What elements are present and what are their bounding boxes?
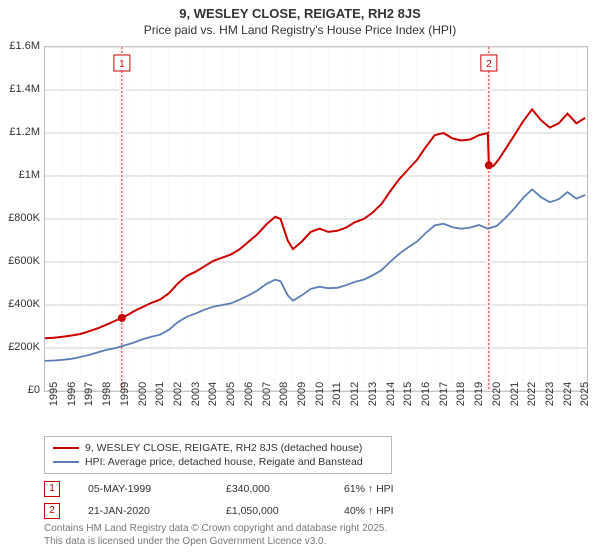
chart-title: 9, WESLEY CLOSE, REIGATE, RH2 8JS (0, 0, 600, 21)
x-tick-label: 2007 (261, 382, 273, 406)
y-tick-label: £800K (8, 212, 40, 224)
x-tick-label: 2010 (314, 382, 326, 406)
y-tick-label: £1M (19, 169, 40, 181)
svg-text:1: 1 (119, 59, 125, 70)
legend-label: HPI: Average price, detached house, Reig… (85, 456, 363, 468)
legend-swatch (53, 447, 79, 449)
sale-marker: 1 (44, 481, 60, 497)
x-tick-label: 1997 (83, 382, 95, 406)
x-tick-label: 2003 (190, 382, 202, 406)
x-tick-label: 1999 (119, 382, 131, 406)
sale-row: 2 21-JAN-2020 £1,050,000 40% ↑ HPI (44, 500, 394, 522)
x-tick-label: 2015 (402, 382, 414, 406)
x-tick-label: 1996 (66, 382, 78, 406)
x-tick-label: 2005 (225, 382, 237, 406)
x-tick-label: 2004 (207, 382, 219, 406)
sale-delta: 61% ↑ HPI (344, 483, 394, 495)
y-tick-label: £1.4M (9, 83, 40, 95)
y-tick-label: £1.6M (9, 40, 40, 52)
x-tick-label: 2000 (137, 382, 149, 406)
chart-subtitle: Price paid vs. HM Land Registry's House … (0, 23, 600, 37)
x-tick-label: 2009 (296, 382, 308, 406)
x-tick-label: 2002 (172, 382, 184, 406)
x-tick-label: 2020 (491, 382, 503, 406)
x-tick-label: 2021 (509, 382, 521, 406)
y-tick-label: £0 (28, 384, 40, 396)
sale-marker: 2 (44, 503, 60, 519)
x-tick-label: 2001 (154, 382, 166, 406)
footer-line1: Contains HM Land Registry data © Crown c… (44, 522, 387, 535)
x-tick-label: 2023 (544, 382, 556, 406)
svg-text:2: 2 (486, 59, 492, 70)
footer-line2: This data is licensed under the Open Gov… (44, 535, 387, 548)
x-tick-label: 2016 (420, 382, 432, 406)
x-tick-label: 1998 (101, 382, 113, 406)
legend-label: 9, WESLEY CLOSE, REIGATE, RH2 8JS (detac… (85, 442, 362, 454)
x-tick-label: 2019 (473, 382, 485, 406)
sale-delta: 40% ↑ HPI (344, 505, 394, 517)
y-tick-label: £400K (8, 298, 40, 310)
x-tick-label: 2014 (385, 382, 397, 406)
chart-svg: 12 (45, 47, 587, 391)
sales-table: 1 05-MAY-1999 £340,000 61% ↑ HPI 2 21-JAN-202… (44, 478, 394, 522)
sale-price: £340,000 (226, 483, 316, 495)
y-tick-label: £600K (8, 255, 40, 267)
legend-swatch (53, 461, 79, 463)
x-tick-label: 2008 (278, 382, 290, 406)
legend: 9, WESLEY CLOSE, REIGATE, RH2 8JS (detac… (44, 436, 392, 474)
x-tick-label: 2012 (349, 382, 361, 406)
plot-area: 12 (44, 46, 588, 392)
sale-date: 05-MAY-1999 (88, 483, 198, 495)
x-tick-label: 2013 (367, 382, 379, 406)
x-tick-label: 2025 (579, 382, 591, 406)
legend-item: HPI: Average price, detached house, Reig… (53, 455, 383, 469)
chart-container: 9, WESLEY CLOSE, REIGATE, RH2 8JS Price … (0, 0, 600, 560)
y-tick-label: £200K (8, 341, 40, 353)
sale-date: 21-JAN-2020 (88, 505, 198, 517)
x-tick-label: 2018 (455, 382, 467, 406)
y-tick-label: £1.2M (9, 126, 40, 138)
sale-row: 1 05-MAY-1999 £340,000 61% ↑ HPI (44, 478, 394, 500)
x-tick-label: 2024 (562, 382, 574, 406)
x-tick-label: 1995 (48, 382, 60, 406)
x-tick-label: 2022 (526, 382, 538, 406)
x-tick-label: 2017 (438, 382, 450, 406)
sale-price: £1,050,000 (226, 505, 316, 517)
x-tick-label: 2006 (243, 382, 255, 406)
footer: Contains HM Land Registry data © Crown c… (44, 522, 387, 548)
x-tick-label: 2011 (331, 382, 343, 406)
legend-item: 9, WESLEY CLOSE, REIGATE, RH2 8JS (detac… (53, 441, 383, 455)
